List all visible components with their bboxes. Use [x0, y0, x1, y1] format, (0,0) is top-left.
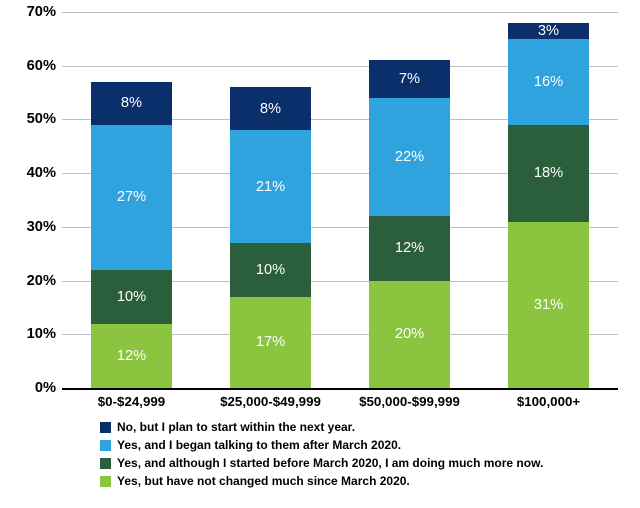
bar-segment: 12% [369, 216, 450, 280]
y-tick-label: 60% [27, 58, 56, 74]
y-tick-label: 10% [27, 326, 56, 342]
bar-segment-label: 3% [538, 23, 559, 39]
bar-segment-label: 8% [260, 101, 281, 117]
legend-item: No, but I plan to start within the next … [100, 420, 543, 434]
bar-segment: 31% [508, 222, 589, 389]
y-tick-label: 50% [27, 111, 56, 127]
x-tick-label: $25,000-$49,999 [220, 394, 321, 409]
y-tick-label: 40% [27, 165, 56, 181]
legend: No, but I plan to start within the next … [100, 420, 543, 492]
legend-item: Yes, and I began talking to them after M… [100, 438, 543, 452]
bar-segment: 22% [369, 98, 450, 216]
bar-segment-label: 21% [256, 179, 285, 195]
bar-segment-label: 7% [399, 71, 420, 87]
bar-group: 20% 12% 22% 7% [369, 12, 450, 388]
bar-segment-label: 10% [117, 289, 146, 305]
y-tick-label: 70% [27, 4, 56, 20]
bar-segment: 10% [230, 243, 311, 297]
x-tick-label: $100,000+ [517, 394, 580, 409]
bar-segment-label: 18% [534, 165, 563, 181]
axis-baseline [62, 388, 618, 390]
legend-swatch [100, 440, 111, 451]
legend-label: Yes, and I began talking to them after M… [117, 438, 401, 452]
bar-group: 17% 10% 21% 8% [230, 12, 311, 388]
bar-segment: 17% [230, 297, 311, 388]
bar-segment: 21% [230, 130, 311, 243]
bar-segment-label: 31% [534, 297, 563, 313]
bar-segment: 10% [91, 270, 172, 324]
x-tick-label: $0-$24,999 [98, 394, 165, 409]
bar-group: 31% 18% 16% 3% [508, 12, 589, 388]
bar-segment-label: 17% [256, 334, 285, 350]
y-tick-label: 0% [35, 380, 56, 396]
legend-swatch [100, 422, 111, 433]
bar-segment-label: 27% [117, 189, 146, 205]
legend-item: Yes, but have not changed much since Mar… [100, 474, 543, 488]
bar-segment: 8% [91, 82, 172, 125]
bar-segment: 8% [230, 87, 311, 130]
bar-segment-label: 10% [256, 262, 285, 278]
legend-swatch [100, 458, 111, 469]
legend-label: Yes, but have not changed much since Mar… [117, 474, 410, 488]
bar-segment: 16% [508, 39, 589, 125]
bar-segment: 3% [508, 23, 589, 39]
bar-segment-label: 16% [534, 74, 563, 90]
legend-label: No, but I plan to start within the next … [117, 420, 355, 434]
bar-segment: 18% [508, 125, 589, 222]
y-tick-label: 30% [27, 219, 56, 235]
bar-segment: 27% [91, 125, 172, 270]
plot-area: 0%10%20%30%40%50%60%70%12%10%27%8%$0-$24… [62, 12, 618, 388]
bar-segment: 12% [91, 324, 172, 388]
x-tick-label: $50,000-$99,999 [359, 394, 460, 409]
y-tick-label: 20% [27, 273, 56, 289]
legend-label: Yes, and although I started before March… [117, 456, 543, 470]
bar-group: 12% 10% 27% 8% [91, 12, 172, 388]
stacked-bar-chart: 0% 10% 20% 30% 40% 50% 60% 70% 12% 10% 27% 8% $0-$24… [0, 0, 640, 508]
bar-segment-label: 22% [395, 149, 424, 165]
bar-segment: 20% [369, 281, 450, 388]
bar-segment-label: 12% [395, 240, 424, 256]
legend-item: Yes, and although I started before March… [100, 456, 543, 470]
legend-swatch [100, 476, 111, 487]
bar-segment-label: 12% [117, 348, 146, 364]
bar-segment-label: 20% [395, 326, 424, 342]
bar-segment: 7% [369, 60, 450, 98]
bar-segment-label: 8% [121, 95, 142, 111]
